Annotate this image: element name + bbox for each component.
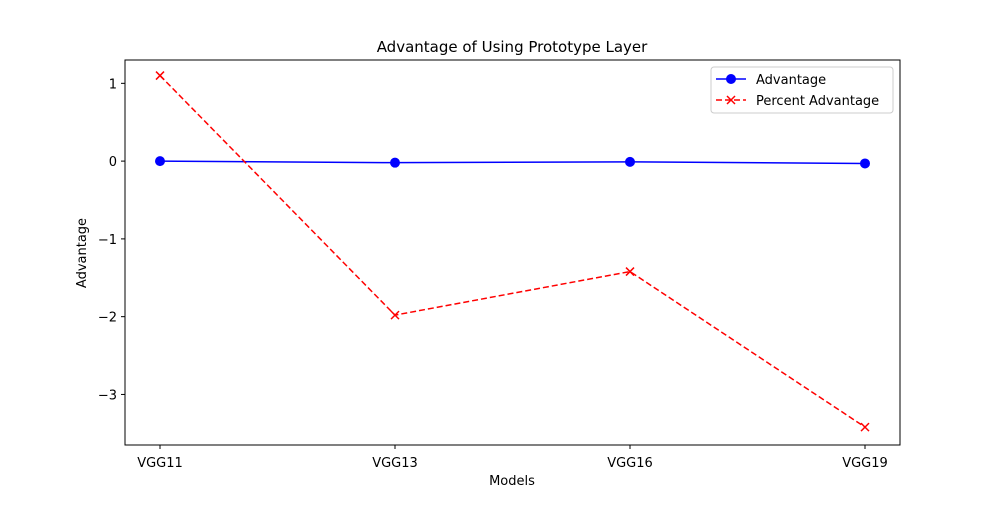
chart-title: Advantage of Using Prototype Layer bbox=[377, 38, 648, 56]
y-axis: 1 0 −1 −2 −3 bbox=[98, 77, 125, 403]
x-axis-label: Models bbox=[489, 474, 535, 489]
data-point-percent-advantage bbox=[625, 267, 635, 277]
legend: Advantage Percent Advantage bbox=[710, 66, 894, 114]
data-point-advantage bbox=[860, 158, 870, 169]
y-tick-label: 0 bbox=[109, 155, 117, 170]
data-point-percent-advantage bbox=[390, 310, 400, 320]
x-tick-label: VGG13 bbox=[372, 456, 418, 471]
y-tick-label: −3 bbox=[98, 388, 117, 403]
series-advantage bbox=[155, 156, 870, 169]
y-tick-label: −2 bbox=[98, 311, 117, 326]
axes-frame bbox=[124, 59, 901, 446]
data-point-advantage bbox=[625, 156, 635, 167]
x-tick-label: VGG16 bbox=[607, 456, 653, 471]
data-point-advantage bbox=[155, 156, 165, 167]
legend-label: Advantage bbox=[756, 73, 826, 88]
series-percent-advantage bbox=[155, 71, 870, 432]
x-tick-label: VGG19 bbox=[842, 456, 888, 471]
legend-box bbox=[710, 66, 894, 114]
y-tick-label: 1 bbox=[109, 77, 117, 92]
x-axis: VGG11 VGG13 VGG16 VGG19 bbox=[137, 445, 888, 471]
data-point-advantage bbox=[390, 157, 400, 168]
series-line-advantage bbox=[159, 160, 866, 165]
plot-area bbox=[155, 71, 870, 432]
y-axis-label: Advantage bbox=[75, 218, 90, 288]
series-line-percent-advantage bbox=[159, 75, 866, 428]
data-point-percent-advantage bbox=[860, 422, 870, 432]
y-tick-label: −1 bbox=[98, 233, 117, 248]
legend-marker bbox=[726, 74, 736, 84]
data-point-percent-advantage bbox=[155, 71, 165, 81]
x-tick-label: VGG11 bbox=[137, 456, 183, 471]
legend-item-advantage: Advantage bbox=[716, 73, 826, 88]
legend-label: Percent Advantage bbox=[756, 94, 879, 109]
legend-item-percent-advantage: Percent Advantage bbox=[716, 94, 879, 109]
legend-marker bbox=[726, 95, 736, 105]
